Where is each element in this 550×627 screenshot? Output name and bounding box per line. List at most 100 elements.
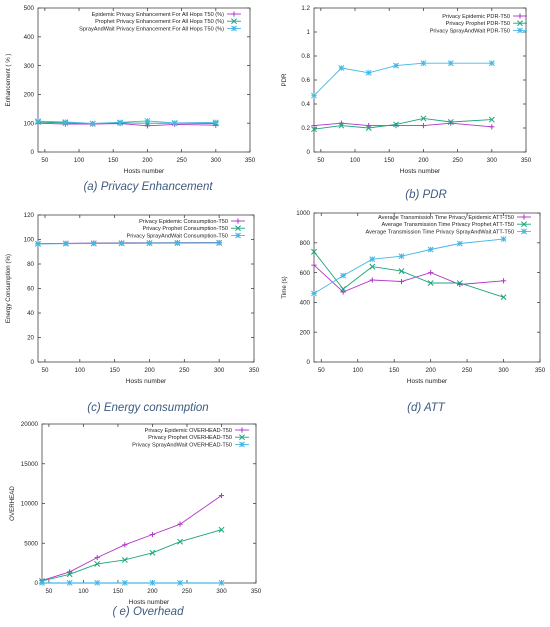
data-point-d2 [488,116,495,123]
x-axis-label: Hosts number [124,168,165,175]
x-tick-label: 350 [251,588,262,595]
data-point-d2 [311,92,317,99]
legend-marker-d2 [235,232,241,239]
series-1 [311,115,495,133]
y-tick-label: 100 [24,120,35,127]
chart-b: 50 100 150 200 250 300 350 0 0.2 0.4 0.6 0.8 1 1.2 Hos… [281,5,532,175]
data-point-d2 [393,62,400,69]
data-point-d2 [311,290,317,297]
data-point-d2 [121,556,128,563]
data-point-d2 [39,579,45,586]
legend-label: Average Transmission Time Privacy Epidem… [378,215,514,221]
y-axis-label: Energy Consumption (%) [5,254,12,323]
legend-label: Average Transmission Time Privacy SprayA… [366,229,515,235]
x-tick-label: 100 [74,157,85,164]
y-tick-label: 120 [24,212,35,219]
data-point-d2 [500,236,507,243]
x-tick-label: 200 [142,157,153,164]
x-tick-label: 300 [216,588,227,595]
x-tick-label: 100 [78,588,89,595]
data-point-d2 [171,119,178,126]
data-point-d2 [35,118,41,125]
legend-label: Privacy Epidemic Consumption-T50 [139,219,228,225]
legend-label: Privacy Prophet PDR-T50 [446,21,510,27]
series-2 [39,579,225,586]
legend-label: Privacy Epidemic PDR-T50 [442,14,510,20]
data-point-d2 [218,526,225,533]
legend-label: Prophet Privacy Enhancement For All Hops… [95,19,224,25]
y-tick-label: 0 [35,580,39,587]
data-point-d2 [216,240,223,247]
y-tick-label: 0.2 [301,125,310,132]
y-tick-label: 60 [27,286,34,293]
y-axis-label: Time (s) [281,276,288,298]
data-point-d2 [146,240,153,247]
legend-label: Privacy SprayAndWait Consumption-T50 [127,233,228,239]
data-point-d2 [121,579,128,586]
y-tick-label: 80 [27,261,34,268]
data-point-d2 [66,579,73,586]
x-axis-label: Hosts number [129,599,170,606]
y-tick-label: 400 [300,300,311,307]
x-tick-label: 250 [462,367,473,374]
chart-d: 50 100 150 200 250 300 350 0 200 400 600 800 1000 Hos… [281,210,546,385]
data-point-d2 [149,579,156,586]
data-point-d2 [149,549,156,556]
legend-marker-d2 [521,221,527,228]
x-tick-label: 300 [487,157,498,164]
y-tick-label: 300 [24,63,35,70]
y-tick-label: 0 [31,149,35,156]
data-point-d2 [117,119,124,126]
legend-label: Privacy SprayAndWait OVERHEAD-T50 [132,442,232,448]
legend-label: Privacy Epidemic OVERHEAD-T50 [145,428,232,434]
data-point-d2 [488,60,495,67]
x-tick-label: 150 [108,157,119,164]
series-0 [39,492,225,584]
legend-marker-d2 [235,225,241,232]
legend-marker-d2 [521,228,527,235]
series-2 [311,236,507,297]
caption-c: (c) Energy consumption [87,402,209,414]
x-tick-label: 150 [109,367,120,374]
x-tick-label: 250 [182,588,193,595]
data-point-d2 [177,538,184,545]
data-point-d2 [311,248,317,255]
legend-label: Average Transmission Time Privacy Prophe… [381,222,514,228]
y-tick-label: 0 [307,149,311,156]
x-tick-label: 300 [211,157,222,164]
data-point-d2 [365,125,372,131]
y-tick-label: 20 [27,335,34,342]
data-point-d2 [338,65,345,71]
x-axis-label: Hosts number [407,378,448,385]
series-0 [311,262,507,295]
x-tick-label: 350 [249,367,260,374]
series-1 [39,526,225,584]
x-tick-label: 250 [452,157,463,164]
data-point-d2 [456,240,463,247]
data-point-d2 [212,119,219,126]
caption-b: (b) PDR [405,189,447,201]
x-tick-label: 200 [418,157,429,164]
x-tick-label: 100 [75,367,86,374]
series-line [313,238,504,294]
caption-a: (a) Privacy Enhancement [83,181,213,193]
x-tick-label: 100 [350,157,361,164]
data-point-d2 [118,240,125,247]
x-tick-label: 200 [425,367,436,374]
data-point-d2 [427,246,434,253]
y-tick-label: 20000 [21,421,39,428]
caption-e: ( e) Overhead [112,606,184,618]
y-axis-label: Enhancement ( % ) [5,54,12,107]
legend-marker-d2 [231,25,237,32]
data-point-d2 [94,560,101,567]
data-point-d2 [218,579,225,586]
data-point-d2 [447,60,454,67]
data-point-d2 [338,122,345,129]
chart-c: 50 100 150 200 250 300 350 0 20 40 60 80 100 120 Hosts… [5,212,260,385]
data-point-d2 [340,286,347,292]
y-tick-label: 600 [300,270,311,277]
plot-area [313,212,541,363]
legend-marker-d2 [239,441,245,448]
x-tick-label: 150 [384,157,395,164]
data-point-d2 [500,294,507,301]
